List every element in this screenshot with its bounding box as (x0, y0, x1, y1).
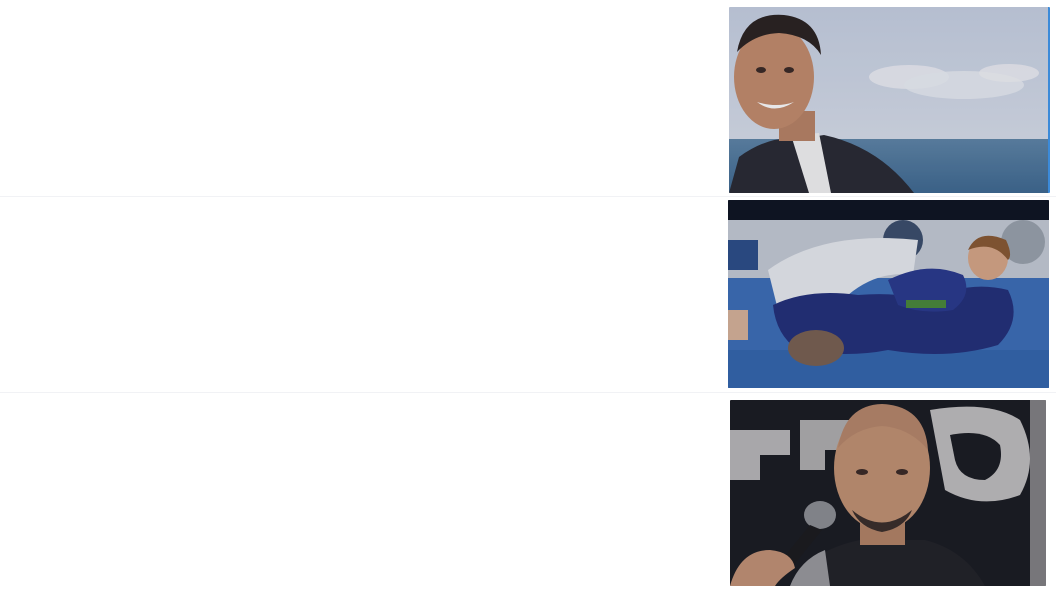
result-thumbnail[interactable] (730, 400, 1046, 586)
result-row[interactable] (0, 196, 1056, 393)
portrait-photo-icon (729, 7, 1048, 193)
result-thumbnail[interactable] (729, 7, 1050, 193)
result-text-area (10, 10, 710, 180)
result-text-area (10, 206, 710, 376)
microphone-portrait-icon (730, 400, 1046, 586)
result-row[interactable] (0, 0, 1056, 197)
result-thumbnail[interactable] (728, 200, 1049, 388)
result-row[interactable] (0, 394, 1056, 599)
result-text-area (10, 404, 710, 574)
grappling-photo-icon (728, 200, 1049, 388)
